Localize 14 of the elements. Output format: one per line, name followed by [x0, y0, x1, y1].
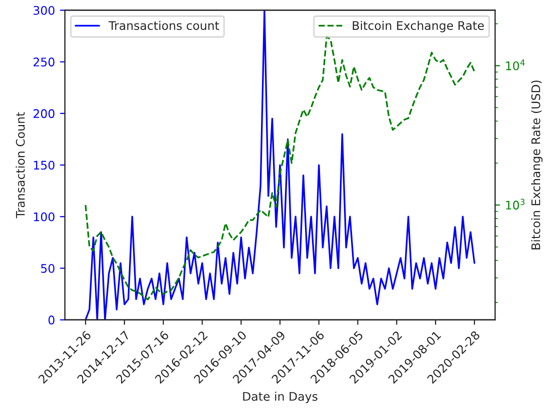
y-tick-label: 0: [48, 316, 54, 324]
y-tick-label: 50: [41, 264, 54, 273]
y2-axis-title: Bitcoin Exchange Rate (USD): [531, 80, 543, 250]
y2-tick-label: 10$^{3}$: [506, 198, 525, 210]
y-tick-label: 200: [34, 109, 54, 118]
y-tick-label: 100: [34, 212, 54, 222]
y-tick-label: 150: [34, 160, 54, 170]
x-axis-title: Date in Days: [243, 392, 318, 404]
legend-label: Transactions count: [108, 20, 220, 30]
y2-tick-label: 10$^{4}$: [506, 60, 525, 70]
y-tick-label: 250: [34, 58, 54, 66]
y-axis-title: Transaction Count: [16, 112, 25, 218]
y-tick-label: 300: [34, 6, 54, 15]
legend-label: Bitcoin Exchange Rate: [352, 20, 484, 32]
